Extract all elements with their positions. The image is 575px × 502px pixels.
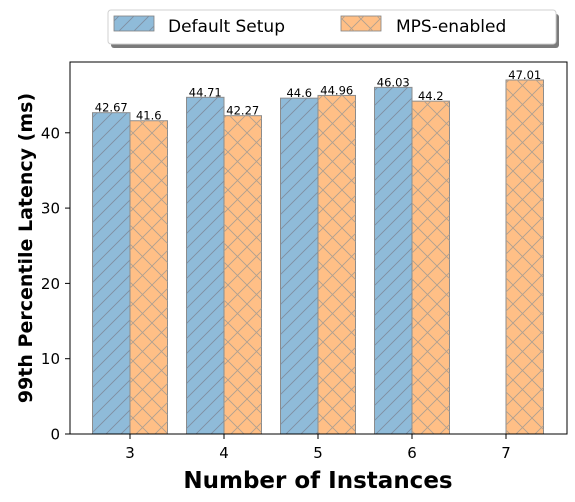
legend: Default Setup MPS-enabled [107,9,559,48]
data-label-default-setup-6: 46.03 [377,75,410,89]
legend-swatch-default-setup-hatch [114,16,154,31]
bar-hatch-mps-enabled-4 [224,115,262,434]
data-label-default-setup-4: 44.71 [189,85,222,99]
bar-hatch-default-setup-5 [280,98,318,434]
data-label-mps-enabled-7: 47.01 [508,68,541,82]
data-label-mps-enabled-3: 41.6 [136,109,162,123]
y-tick-label-0: 0 [50,426,60,444]
y-tick-label-20: 20 [41,275,60,293]
bar-hatch-mps-enabled-5 [318,95,356,434]
y-tick-label-10: 10 [41,350,60,368]
bar-hatch-mps-enabled-7 [506,79,544,435]
x-tick-label-6: 6 [407,444,417,462]
y-axis-title: 99th Percentile Latency (ms) [15,93,37,403]
data-label-mps-enabled-5: 44.96 [320,83,353,97]
x-tick-label-7: 7 [501,444,511,462]
bar-hatch-default-setup-6 [374,87,412,435]
bar-hatch-default-setup-4 [186,97,224,434]
x-tick-label-4: 4 [219,444,229,462]
y-axis: 0 10 20 30 40 [41,124,70,444]
legend-box [107,9,557,45]
legend-swatch-mps-enabled-hatch [341,16,381,31]
x-tick-label-5: 5 [313,444,323,462]
bar-hatch-mps-enabled-3 [130,120,168,434]
legend-label-default-setup: Default Setup [168,17,285,37]
data-labels: 42.67 44.71 44.6 46.03 41.6 42.27 44.96 44.2 47.… [95,68,541,123]
x-tick-label-3: 3 [125,444,135,462]
bars [92,79,544,435]
legend-label-mps-enabled: MPS-enabled [396,17,506,37]
data-label-mps-enabled-4: 42.27 [226,104,259,118]
y-tick-label-30: 30 [41,200,60,218]
x-axis-title: Number of Instances [183,468,452,494]
x-axis: 3 4 5 6 7 [125,434,511,462]
data-label-default-setup-5: 44.6 [286,86,312,100]
bar-hatch-default-setup-3 [92,112,130,434]
data-label-mps-enabled-6: 44.2 [418,89,444,103]
y-tick-label-40: 40 [41,124,60,142]
bar-hatch-mps-enabled-6 [412,101,450,434]
data-label-default-setup-3: 42.67 [95,101,128,115]
